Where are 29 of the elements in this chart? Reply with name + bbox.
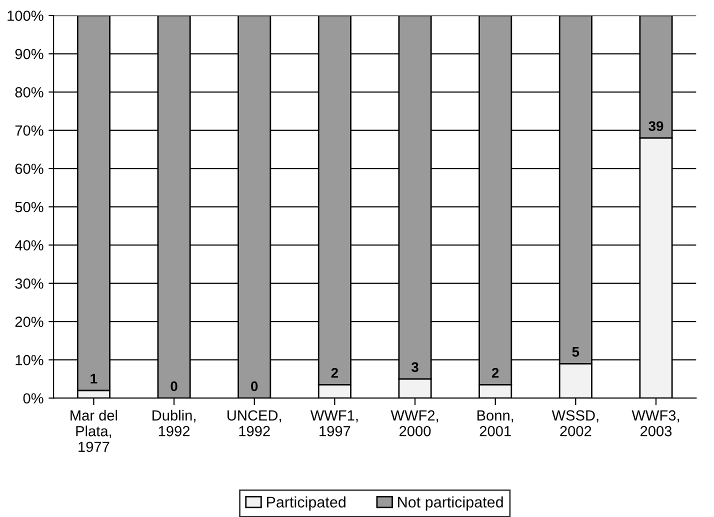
y-tick-label: 10% [16,354,44,366]
y-tick-label: 40% [14,240,44,250]
x-tick-label: WWF1, 1997 [310,410,358,436]
x-tick-label: UNCED, 1992 [228,410,282,436]
annotation: 5 [572,347,580,357]
x-tick-label: Bonn, 2001 [477,410,514,436]
x-tick-label: WWF3, 2003 [632,410,679,436]
annotation: 1 [90,374,98,384]
y-tick-label: 100% [8,10,44,21]
y-tick-label: 70% [15,125,44,136]
annotation: 39 [648,121,664,132]
y-tick-label: 50% [15,202,44,212]
annotation: 0 [170,381,178,392]
annotation: 0 [251,381,258,392]
annotation: 3 [411,362,418,372]
x-tick-label: WWF2, 2000 [390,410,438,436]
annotation: 2 [331,368,338,378]
y-tick-label: 0% [23,393,44,404]
y-tick-label: 60% [15,164,44,174]
legend-label: Participated [266,496,346,511]
x-tick-label: Mar del Plata, 1977 [70,410,118,452]
y-tick-label: 80% [15,87,44,98]
y-tick-label: 20% [15,316,44,327]
legend-label: Not participated [398,496,503,511]
annotation: 2 [492,368,499,378]
x-tick-label: WSSD, 2002 [552,410,598,436]
y-tick-label: 30% [15,278,44,289]
x-tick-label: Dublin, 1992 [152,410,196,436]
y-tick-label: 90% [15,48,44,60]
